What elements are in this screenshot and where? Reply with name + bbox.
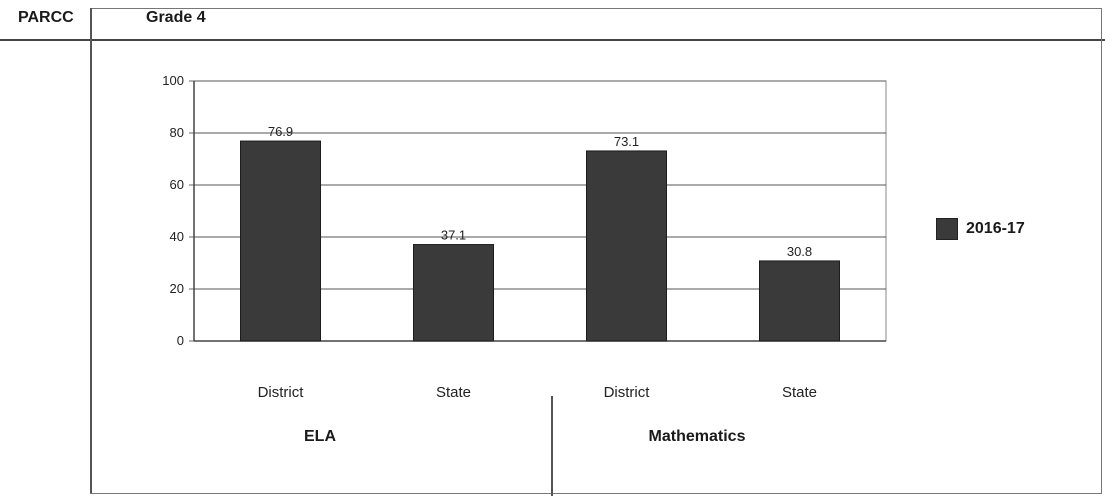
- x-category-label-2: State: [436, 384, 471, 401]
- table-left-border: [90, 8, 92, 494]
- bar-4: [759, 260, 840, 342]
- y-tick-label: 0: [177, 333, 184, 348]
- table-bottom-border: [90, 493, 1102, 494]
- group-divider: [551, 396, 553, 496]
- x-category-label-1: District: [258, 384, 305, 401]
- row-label: PARCC: [18, 9, 74, 26]
- y-tick-label: 60: [170, 177, 184, 192]
- data-label-3: 73.1: [614, 134, 639, 149]
- table-top-border: [90, 8, 1102, 9]
- legend-swatch: [936, 218, 958, 240]
- group-label-mathematics: Mathematics: [648, 428, 746, 445]
- bar-1: [240, 140, 321, 342]
- legend: 2016-17: [936, 218, 1025, 240]
- y-tick-label: 20: [170, 281, 184, 296]
- table-right-border: [1101, 8, 1102, 494]
- grade-label: Grade 4: [146, 9, 206, 26]
- data-label-1: 76.9: [268, 124, 293, 139]
- data-label-4: 30.8: [787, 244, 812, 259]
- x-category-label-4: State: [782, 384, 817, 401]
- bar-3: [586, 150, 667, 342]
- bar-2: [413, 244, 494, 342]
- x-category-label-3: District: [604, 384, 651, 401]
- y-tick-label: 80: [170, 125, 184, 140]
- data-label-2: 37.1: [441, 228, 466, 243]
- y-tick-label: 100: [162, 73, 184, 88]
- group-label-ela: ELA: [304, 428, 336, 445]
- header-divider: [0, 39, 1105, 41]
- y-tick-label: 40: [170, 229, 184, 244]
- legend-label: 2016-17: [966, 220, 1025, 237]
